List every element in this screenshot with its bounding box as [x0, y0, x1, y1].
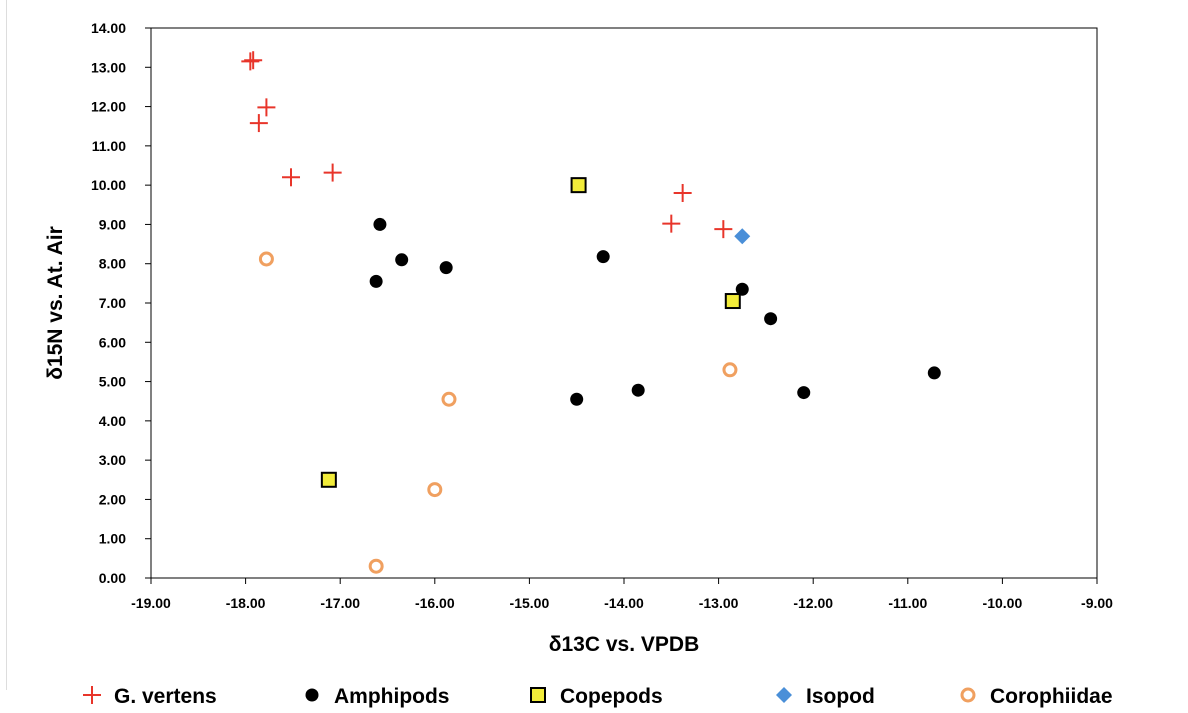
y-axis-title: δ15N vs. At. Air — [44, 226, 67, 380]
g-vertens-point — [241, 52, 260, 71]
y-tick-label: 0.00 — [99, 570, 126, 586]
x-tick-label: -10.00 — [983, 595, 1023, 611]
g-vertens-point — [249, 114, 268, 133]
legend-label-g-vertens: G. vertens — [114, 685, 217, 708]
legend-label-corophiidae: Corophiidae — [990, 685, 1113, 708]
y-tick-label: 14.00 — [91, 20, 126, 36]
corophiidae-point — [258, 251, 274, 267]
x-tick-label: -18.00 — [226, 595, 266, 611]
g-vertens-point — [714, 220, 733, 239]
amphipods-point — [395, 253, 409, 267]
amphipods-point — [927, 366, 941, 380]
x-tick-label: -11.00 — [888, 595, 927, 611]
legend-label-copepods: Copepods — [560, 685, 663, 708]
g-vertens-point — [673, 184, 692, 202]
amphipods-point — [797, 386, 811, 400]
y-tick-label: 8.00 — [99, 256, 126, 272]
y-tick-label: 5.00 — [99, 374, 126, 390]
y-tick-label: 11.00 — [92, 138, 126, 154]
corophiidae-point — [722, 362, 738, 378]
legend-marker-g-vertens — [83, 686, 101, 704]
copepods-point — [320, 471, 337, 488]
g-vertens-point — [244, 51, 263, 70]
x-axis-title: δ13C vs. VPDB — [549, 633, 699, 656]
x-tick-label: -13.00 — [699, 595, 739, 611]
amphipods-point — [764, 312, 778, 326]
amphipods-point — [570, 392, 584, 406]
x-tick-label: -16.00 — [415, 595, 455, 611]
copepods-point — [724, 293, 741, 310]
legend-marker-corophiidae — [960, 687, 976, 703]
y-tick-label: 3.00 — [99, 452, 126, 468]
legend-marker-copepods — [530, 687, 546, 703]
amphipods-point — [735, 282, 749, 296]
amphipods-point — [596, 250, 610, 264]
left-border-line — [6, 0, 7, 690]
amphipods-point — [631, 383, 645, 397]
isopod-point — [734, 228, 751, 245]
amphipods-point — [439, 261, 453, 275]
x-tick-label: -12.00 — [793, 595, 833, 611]
x-tick-label: -15.00 — [510, 595, 550, 611]
g-vertens-point — [282, 168, 301, 187]
plot-area — [150, 27, 1098, 579]
y-tick-label: 7.00 — [99, 295, 126, 311]
y-tick-label: 12.00 — [91, 99, 126, 115]
g-vertens-point — [662, 214, 681, 233]
x-tick-label: -9.00 — [1081, 595, 1113, 611]
amphipods-point — [369, 274, 383, 288]
g-vertens-point — [323, 163, 342, 182]
corophiidae-point — [441, 391, 457, 407]
y-tick-label: 4.00 — [99, 413, 126, 429]
x-tick-label: -17.00 — [320, 595, 360, 611]
legend-label-amphipods: Amphipods — [334, 685, 450, 708]
y-tick-label: 1.00 — [99, 531, 126, 547]
y-tick-label: 2.00 — [99, 491, 126, 507]
y-tick-label: 13.00 — [91, 59, 126, 75]
y-tick-label: 6.00 — [99, 334, 126, 350]
copepods-point — [570, 177, 587, 194]
corophiidae-point — [368, 558, 384, 574]
g-vertens-point — [257, 98, 276, 117]
legend-marker-amphipods — [305, 688, 319, 702]
legend-marker-isopod — [776, 687, 792, 703]
amphipods-point — [373, 217, 387, 231]
x-tick-label: -14.00 — [604, 595, 644, 611]
corophiidae-point — [427, 482, 443, 498]
x-tick-label: -19.00 — [131, 595, 171, 611]
legend-label-isopod: Isopod — [806, 685, 875, 708]
y-tick-label: 9.00 — [99, 216, 126, 232]
y-tick-label: 10.00 — [91, 177, 126, 193]
